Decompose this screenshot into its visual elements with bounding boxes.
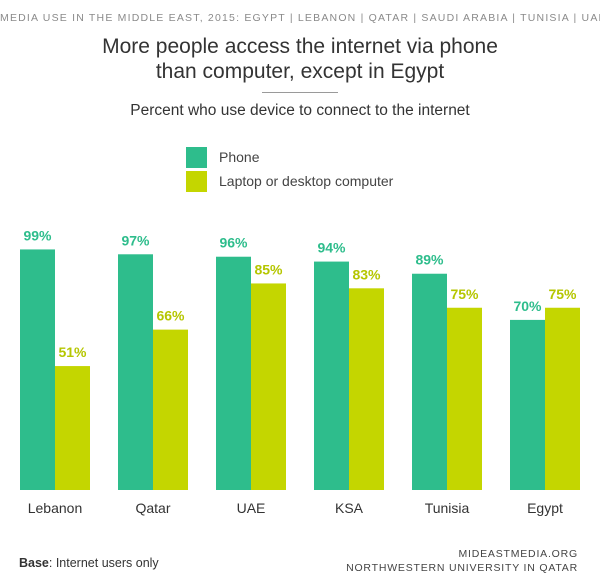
bar-computer-lebanon xyxy=(55,366,90,490)
data-label-computer-ksa: 83% xyxy=(352,266,381,282)
bar-phone-uae xyxy=(216,257,251,490)
bar-computer-uae xyxy=(251,283,286,490)
bar-phone-tunisia xyxy=(412,274,447,490)
bar-phone-ksa xyxy=(314,262,349,490)
footer-source-line-1: MIDEASTMEDIA.ORG xyxy=(346,547,578,561)
bar-computer-ksa xyxy=(349,288,384,490)
data-label-phone-egypt: 70% xyxy=(513,298,542,314)
category-label-ksa: KSA xyxy=(335,500,364,516)
footer-base-label: Base xyxy=(19,556,49,570)
data-label-computer-qatar: 66% xyxy=(156,308,185,324)
bar-phone-egypt xyxy=(510,320,545,490)
bar-computer-egypt xyxy=(545,308,580,490)
data-label-phone-lebanon: 99% xyxy=(23,227,52,243)
footer-source: MIDEASTMEDIA.ORG NORTHWESTERN UNIVERSITY… xyxy=(346,547,578,575)
bar-phone-lebanon xyxy=(20,249,55,490)
data-label-phone-ksa: 94% xyxy=(317,240,346,256)
bar-computer-qatar xyxy=(153,330,188,490)
category-label-tunisia: Tunisia xyxy=(425,500,470,516)
footer-base-text: : Internet users only xyxy=(49,556,159,570)
footer-base-note: Base: Internet users only xyxy=(19,556,159,570)
bar-phone-qatar xyxy=(118,254,153,490)
data-label-computer-egypt: 75% xyxy=(548,286,577,302)
data-label-phone-tunisia: 89% xyxy=(415,252,444,268)
bar-computer-tunisia xyxy=(447,308,482,490)
data-label-phone-uae: 96% xyxy=(219,235,248,251)
category-label-egypt: Egypt xyxy=(527,500,563,516)
footer-source-line-2: NORTHWESTERN UNIVERSITY IN QATAR xyxy=(346,561,578,575)
category-label-qatar: Qatar xyxy=(135,500,170,516)
data-label-computer-tunisia: 75% xyxy=(450,286,479,302)
data-label-computer-uae: 85% xyxy=(254,261,283,277)
category-label-uae: UAE xyxy=(237,500,266,516)
category-label-lebanon: Lebanon xyxy=(28,500,83,516)
data-label-phone-qatar: 97% xyxy=(121,232,150,248)
data-label-computer-lebanon: 51% xyxy=(58,344,87,360)
